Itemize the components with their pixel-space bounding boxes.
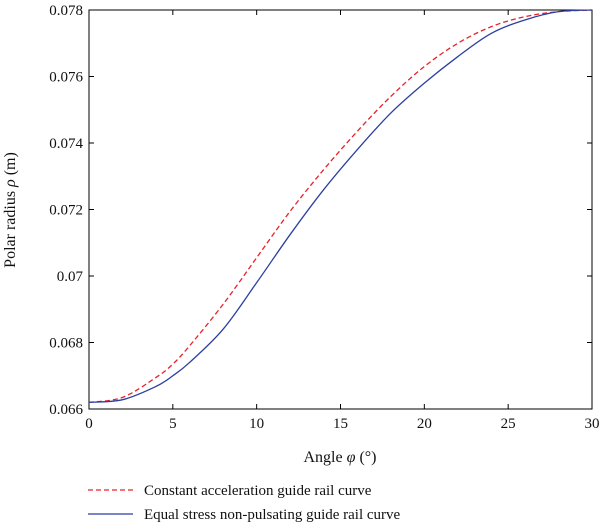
x-tick-label: 20 (417, 416, 432, 432)
x-tick-label: 0 (85, 416, 93, 432)
plot-frame (88, 9, 593, 410)
series-line-equal-stress (88, 9, 593, 403)
y-tick-label: 0.068 (49, 336, 83, 352)
x-tick-label: 15 (333, 416, 348, 432)
y-tick-label: 0.072 (49, 203, 83, 219)
x-axis-title: Angle φ (°) (303, 449, 376, 466)
series-layer (88, 9, 593, 403)
y-axis-title: Polar radius ρ (m) (2, 152, 19, 268)
legend: Constant acceleration guide rail curve E… (88, 483, 401, 523)
axis-ticks: 0 5 10 15 20 25 30 0.066 0.068 0.07 0.072 0.074 0.07… (49, 3, 599, 432)
legend-label-constant-acceleration: Constant acceleration guide rail curve (144, 483, 372, 499)
series-line-constant-acceleration (88, 9, 593, 403)
y-tick-label: 0.074 (49, 136, 83, 152)
x-tick-label: 10 (249, 416, 264, 432)
y-tick-label: 0.066 (49, 402, 83, 418)
x-tick-label: 5 (169, 416, 177, 432)
x-tick-label: 25 (501, 416, 516, 432)
y-tick-label: 0.07 (57, 269, 84, 285)
y-tick-label: 0.078 (49, 3, 83, 19)
y-tick-label: 0.076 (49, 70, 83, 86)
x-tick-label: 30 (585, 416, 600, 432)
legend-label-equal-stress: Equal stress non-pulsating guide rail cu… (144, 507, 401, 523)
